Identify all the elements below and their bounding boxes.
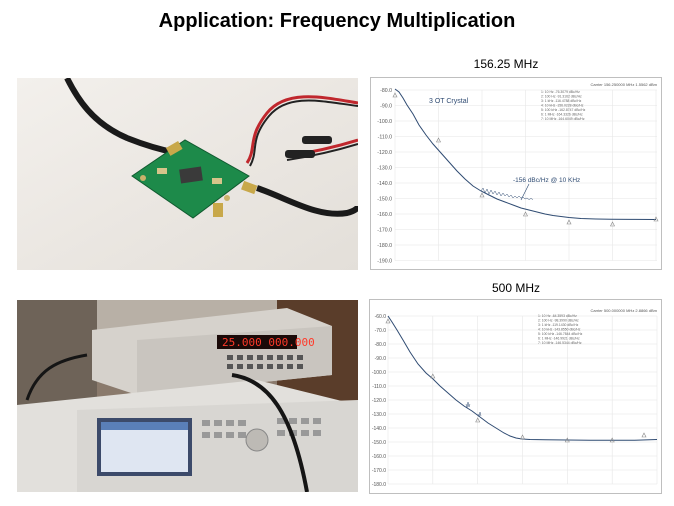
y-tick: -130.0 xyxy=(377,166,392,172)
y-tick: -90.0 xyxy=(380,104,392,110)
marker-legend-entry: 4: 10 kHz -143.8550 dBc/Hz xyxy=(538,328,581,332)
y-tick: -120.0 xyxy=(372,398,386,404)
y-tick: -180.0 xyxy=(377,243,392,249)
y-tick: -140.0 xyxy=(372,426,386,432)
marker-legend-entry: 6: 1 MHz -164.3326 dBc/Hz xyxy=(541,113,583,117)
marker-legend-entry: 7: 10 MHz -146.5344 dBc/Hz xyxy=(538,341,582,345)
y-tick: -100.0 xyxy=(377,119,392,125)
y-tick: -170.0 xyxy=(377,228,392,234)
y-tick: -100.0 xyxy=(372,370,386,376)
bottom-plot-grid xyxy=(387,315,658,485)
y-tick: -80.0 xyxy=(380,88,392,94)
y-tick: -110.0 xyxy=(378,135,392,141)
marker-legend-entry: 3: 1 kHz -119.1430 dBc/Hz xyxy=(538,323,579,327)
marker-legend-entry: 6: 1 MHz -146.9921 dBc/Hz xyxy=(538,337,580,341)
marker-legend-entry: 7: 10 MHz -164.6049 dBc/Hz xyxy=(541,117,585,121)
marker-legend-entry: 3: 1 kHz -116.4788 dBc/Hz xyxy=(541,99,582,103)
y-tick: -160.0 xyxy=(372,454,386,460)
y-tick: -180.0 xyxy=(372,482,386,488)
y-tick: -90.0 xyxy=(375,356,387,362)
y-tick: -150.0 xyxy=(377,197,392,203)
y-tick: -80.0 xyxy=(375,342,387,348)
marker-legend-entry: 1: 10 Hz -76.3079 dBc/Hz xyxy=(541,90,580,94)
slide-title: Application: Frequency Multiplication xyxy=(158,10,516,32)
bottom-phase-noise-trace xyxy=(387,315,658,441)
y-tick: -120.0 xyxy=(377,150,392,156)
marker-legend-entry: 2: 100 Hz -98.3990 dBc/Hz xyxy=(538,319,579,323)
marker-legend-entry: 1: 10 Hz -64.3593 dBc/Hz xyxy=(538,314,577,318)
y-tick: -160.0 xyxy=(377,212,392,218)
crystal-annotation: 3 OT Crystal xyxy=(429,98,469,105)
pcb-board-photo xyxy=(17,78,358,270)
y-tick: -70.0 xyxy=(375,328,387,334)
top-phase-noise-trace xyxy=(394,88,657,220)
top-plot-caption: 156.25 MHz xyxy=(473,57,539,71)
bottom-plot-caption: 500 MHz xyxy=(491,281,541,295)
marker-legend-entry: 4: 10 kHz -156.0228 dBc/Hz xyxy=(541,104,584,108)
top-plot-grid xyxy=(394,89,657,261)
noise-annotation: -156 dBc/Hz @ 10 KHz xyxy=(513,177,580,184)
plot-header: Carrier 156.250000 MHz 1.5562 dBm xyxy=(591,82,658,87)
frequency-display: 25.000 000.000 xyxy=(222,336,315,349)
y-tick: -140.0 xyxy=(377,181,392,187)
y-tick: -150.0 xyxy=(372,440,386,446)
y-tick: -130.0 xyxy=(372,412,386,418)
phase-noise-plot-500mhz: -60.0 -70.0 -80.0 -90.0 -100.0 -110.0 -1… xyxy=(369,299,662,494)
marker-legend-entry: 5: 100 kHz -162.8747 dBc/Hz xyxy=(541,108,586,112)
phase-noise-plot-156mhz: -80.0 -90.0 -100.0 -110.0 -120.0 -130.0 … xyxy=(370,77,662,270)
y-tick: -60.0 xyxy=(375,314,387,320)
marker-legend-entry: 5: 100 kHz -146.7844 dBc/Hz xyxy=(538,332,583,336)
marker-legend-entry: 2: 100 Hz -91.3162 dBc/Hz xyxy=(541,95,582,99)
y-tick: -190.0 xyxy=(377,259,392,265)
signal-generator-photo: 25.000 000.000 xyxy=(17,300,358,492)
y-tick: -110.0 xyxy=(372,384,386,390)
y-tick: -170.0 xyxy=(372,468,386,474)
plot-header: Carrier 500.000000 MHz 2.8866 dBm xyxy=(591,308,658,313)
